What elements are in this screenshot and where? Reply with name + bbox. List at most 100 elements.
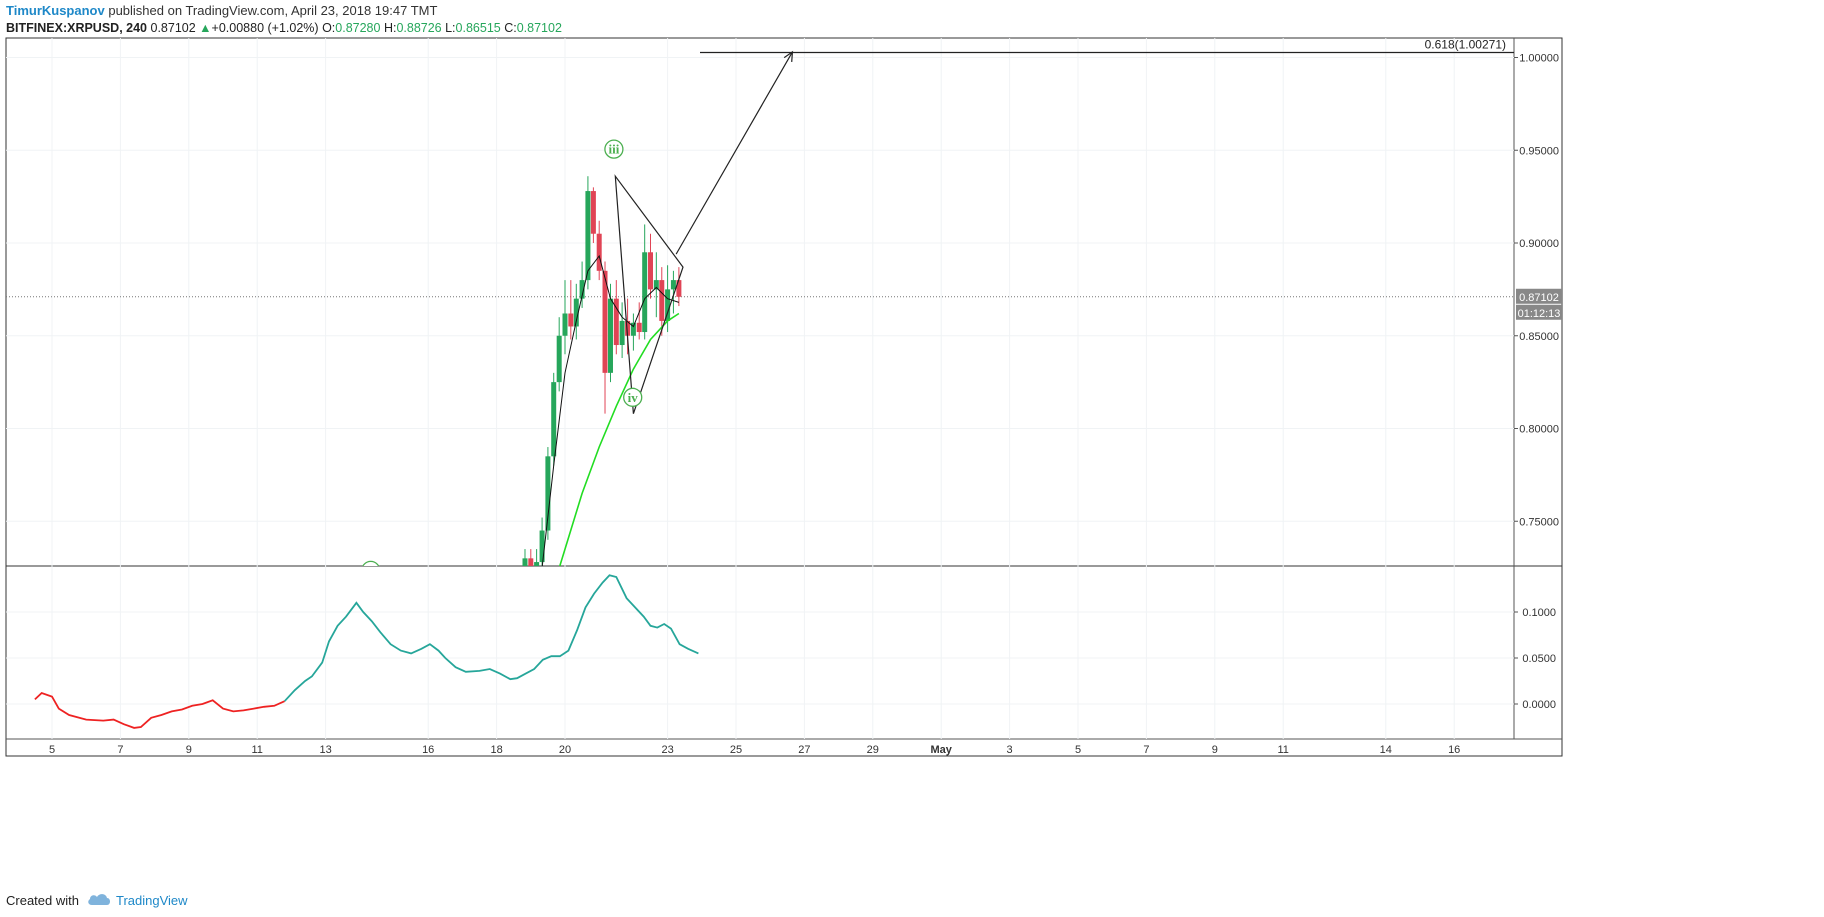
author-link[interactable]: TimurKuspanov xyxy=(6,3,105,18)
low-value: 0.86515 xyxy=(455,21,501,35)
candle-down xyxy=(369,666,374,725)
candle-body xyxy=(636,322,642,333)
wave-label-circle xyxy=(604,139,624,159)
candle-body xyxy=(477,666,482,673)
time-tick-label: 16 xyxy=(1448,744,1460,756)
tradingview-brand-link[interactable]: TradingView xyxy=(115,893,188,908)
candle-up xyxy=(653,252,659,318)
close-label: C: xyxy=(504,21,517,35)
candle-body xyxy=(460,692,465,711)
time-tick-label: 29 xyxy=(867,744,879,756)
candle-down xyxy=(613,280,619,355)
candle-up xyxy=(295,874,300,917)
candle-body xyxy=(432,625,437,644)
candle-down xyxy=(568,280,574,340)
published-text: published on TradingView.com, April 23, … xyxy=(108,3,438,18)
candle-up xyxy=(630,313,636,351)
candle-up xyxy=(432,618,437,661)
candle-body xyxy=(534,562,540,566)
candle-body xyxy=(414,647,419,697)
time-tick-label: 23 xyxy=(661,744,673,756)
candle-body xyxy=(653,280,659,290)
candle-body xyxy=(397,716,402,722)
wave-label-iii: iii xyxy=(604,139,624,159)
wave-label-circle xyxy=(768,13,786,31)
candle-body xyxy=(511,633,516,642)
candle-down xyxy=(602,261,608,414)
symbol-name[interactable]: BITFINEX:XRPUSD xyxy=(6,21,120,35)
candle-up xyxy=(483,642,488,688)
candle-body xyxy=(346,697,351,716)
candle-body xyxy=(670,280,676,290)
candle-up xyxy=(471,660,476,706)
candle-body xyxy=(556,335,562,383)
ma-slow-line xyxy=(558,312,680,566)
osc-tick-label: 0.0000 xyxy=(1522,699,1556,711)
countdown-tag-text: 01:12:13 xyxy=(1518,308,1561,320)
candle-down xyxy=(454,673,459,725)
candle-body xyxy=(568,313,574,327)
candle-body xyxy=(306,790,311,846)
countdown-tag xyxy=(1516,304,1562,320)
candle-down xyxy=(386,707,391,763)
candle-body xyxy=(380,684,385,725)
fib-level-label: 0.618(1.00271) xyxy=(1425,37,1506,51)
candle-body xyxy=(630,322,636,336)
tradingview-cloud-icon[interactable] xyxy=(87,892,111,909)
wave-label-circle xyxy=(362,560,380,566)
price-tick-label: 0.95000 xyxy=(1519,145,1559,157)
candle-body xyxy=(300,846,305,883)
open-label: O: xyxy=(322,21,336,35)
candle-down xyxy=(590,187,596,243)
candle-body xyxy=(471,673,476,684)
candle-down xyxy=(437,618,442,679)
candle-body xyxy=(613,298,619,346)
price-tick-label: 0.90000 xyxy=(1519,238,1559,250)
candle-body xyxy=(590,191,596,234)
candle-body xyxy=(522,558,528,566)
projection-arrow xyxy=(675,51,793,255)
candle-up xyxy=(289,911,294,917)
candle-up xyxy=(619,302,625,359)
candle-body xyxy=(488,659,493,689)
candle-body xyxy=(602,270,608,373)
candle-body xyxy=(551,382,557,457)
candle-body xyxy=(528,558,534,566)
time-tick-label: 16 xyxy=(422,744,434,756)
price-tick-label: 1.00000 xyxy=(1519,53,1559,65)
candle-down xyxy=(648,233,653,299)
interval-label: 240 xyxy=(126,21,148,35)
candle-up xyxy=(517,592,522,651)
osc-tick-label: 0.0500 xyxy=(1522,653,1556,665)
candle-body xyxy=(579,280,585,299)
created-with-text: Created with xyxy=(6,893,79,908)
candle-up xyxy=(351,614,356,707)
last-price: 0.87102 xyxy=(150,21,196,35)
price-tick-label: 0.75000 xyxy=(1519,516,1559,528)
open-value: 0.87280 xyxy=(335,21,381,35)
candle-down xyxy=(317,673,322,743)
time-tick-label: 13 xyxy=(319,744,331,756)
candle-body xyxy=(676,280,682,297)
candle-up xyxy=(556,317,562,392)
wave-label-text: v xyxy=(774,15,781,30)
price-tick-label: 0.80000 xyxy=(1519,424,1559,436)
time-tick-label: 7 xyxy=(117,744,123,756)
candle-body xyxy=(409,684,414,697)
candle-body xyxy=(517,599,522,642)
candle-body xyxy=(449,688,454,697)
candle-up xyxy=(374,673,379,725)
candle-body xyxy=(392,716,397,740)
time-tick-label: 20 xyxy=(559,744,571,756)
candle-up xyxy=(306,781,311,855)
candle-up xyxy=(505,623,510,669)
wave-label-text: iii xyxy=(608,142,619,157)
candle-up xyxy=(300,837,305,893)
candle-up xyxy=(573,283,579,340)
candle-down xyxy=(636,302,642,340)
wave-label-circle xyxy=(487,708,505,726)
chart-frame xyxy=(5,37,1563,757)
candle-up xyxy=(522,549,528,566)
